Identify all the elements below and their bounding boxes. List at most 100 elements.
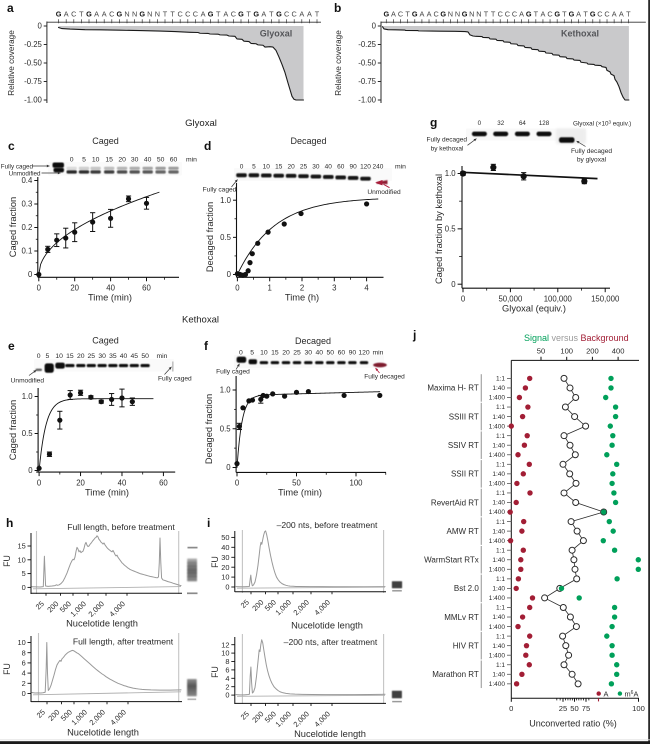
svg-text:-0.25: -0.25 xyxy=(24,40,42,49)
svg-text:4,000: 4,000 xyxy=(312,709,331,728)
svg-text:A: A xyxy=(64,10,69,19)
svg-text:1:1: 1:1 xyxy=(496,605,505,612)
svg-text:Relative coverage: Relative coverage xyxy=(7,30,16,96)
svg-text:1:400: 1:400 xyxy=(489,652,506,659)
svg-text:1:400: 1:400 xyxy=(489,509,506,516)
svg-text:1.0: 1.0 xyxy=(22,392,34,401)
svg-text:min: min xyxy=(395,163,406,170)
svg-text:b: b xyxy=(334,1,341,15)
svg-text:0: 0 xyxy=(70,157,74,164)
svg-text:-0.75: -0.75 xyxy=(24,77,42,86)
svg-text:20: 20 xyxy=(77,353,85,360)
svg-text:50: 50 xyxy=(537,347,545,356)
svg-text:N: N xyxy=(155,10,160,19)
svg-text:1.0: 1.0 xyxy=(445,169,457,178)
svg-text:Time (min): Time (min) xyxy=(278,488,322,498)
svg-text:T: T xyxy=(405,10,410,19)
svg-text:1:40: 1:40 xyxy=(492,385,505,392)
svg-text:15: 15 xyxy=(17,542,25,551)
svg-text:Decaged fraction: Decaged fraction xyxy=(205,202,215,272)
svg-text:Glyoxal (equiv.): Glyoxal (equiv.) xyxy=(502,304,566,314)
svg-text:-0.75: -0.75 xyxy=(358,77,376,86)
svg-text:Fully decaged: Fully decaged xyxy=(571,148,612,155)
svg-text:C: C xyxy=(505,10,510,19)
svg-text:1:40: 1:40 xyxy=(492,671,505,678)
svg-text:0.3: 0.3 xyxy=(21,200,32,209)
svg-text:10: 10 xyxy=(263,163,271,170)
svg-text:Decaged: Decaged xyxy=(295,336,331,346)
svg-text:10: 10 xyxy=(55,353,63,360)
svg-text:0: 0 xyxy=(372,22,377,31)
svg-text:G: G xyxy=(590,10,596,19)
svg-text:G: G xyxy=(253,10,259,19)
svg-text:60: 60 xyxy=(338,350,346,357)
svg-text:15: 15 xyxy=(105,157,113,164)
svg-text:Nucelotide length: Nucelotide length xyxy=(66,619,138,629)
svg-text:Relative coverage: Relative coverage xyxy=(334,30,343,96)
svg-text:5: 5 xyxy=(252,163,256,170)
svg-text:T: T xyxy=(163,10,168,19)
svg-text:G: G xyxy=(238,10,244,19)
svg-text:Time (min): Time (min) xyxy=(85,488,129,498)
svg-text:240: 240 xyxy=(372,163,383,170)
svg-text:0: 0 xyxy=(38,22,43,31)
svg-text:1:40: 1:40 xyxy=(492,528,505,535)
svg-text:0: 0 xyxy=(226,463,231,472)
svg-text:1:1: 1:1 xyxy=(496,462,505,469)
svg-text:C: C xyxy=(547,10,552,19)
svg-text:1,000: 1,000 xyxy=(69,708,88,727)
svg-text:1:400: 1:400 xyxy=(489,452,506,459)
svg-text:e: e xyxy=(8,339,15,353)
svg-text:G: G xyxy=(526,10,532,19)
svg-text:G: G xyxy=(440,10,446,19)
svg-text:5: 5 xyxy=(22,569,26,578)
svg-text:1,000: 1,000 xyxy=(273,709,292,728)
svg-text:20: 20 xyxy=(76,478,85,487)
svg-text:40: 40 xyxy=(316,350,324,357)
svg-text:1.0: 1.0 xyxy=(220,196,232,205)
svg-text:Bst 2.0: Bst 2.0 xyxy=(454,584,479,593)
svg-text:45: 45 xyxy=(131,353,139,360)
svg-text:128: 128 xyxy=(539,120,550,127)
svg-text:SSII RT: SSII RT xyxy=(451,470,479,479)
svg-text:150,000: 150,000 xyxy=(591,295,620,304)
svg-text:50: 50 xyxy=(141,353,149,360)
svg-text:c: c xyxy=(8,139,15,153)
svg-text:1:40: 1:40 xyxy=(492,414,505,421)
svg-text:N: N xyxy=(469,10,474,19)
svg-text:Full length, after treatment: Full length, after treatment xyxy=(73,637,174,647)
svg-text:Full length, before treatment: Full length, before treatment xyxy=(67,522,175,532)
svg-text:50: 50 xyxy=(157,157,165,164)
svg-text:A: A xyxy=(102,10,107,19)
svg-text:T: T xyxy=(534,10,539,19)
svg-text:G: G xyxy=(56,10,62,19)
svg-text:G: G xyxy=(139,10,145,19)
svg-text:32: 32 xyxy=(497,120,504,127)
svg-text:1,000: 1,000 xyxy=(68,599,87,618)
svg-text:0.1: 0.1 xyxy=(21,247,32,256)
svg-text:5: 5 xyxy=(250,350,254,357)
svg-text:0: 0 xyxy=(22,583,26,592)
svg-text:C: C xyxy=(604,10,609,19)
svg-text:0: 0 xyxy=(225,691,229,700)
svg-text:50,000: 50,000 xyxy=(498,295,523,304)
svg-text:Fully decaged: Fully decaged xyxy=(427,137,468,144)
svg-text:100: 100 xyxy=(349,479,363,488)
svg-text:1:1: 1:1 xyxy=(496,576,505,583)
svg-text:T: T xyxy=(246,10,251,19)
svg-text:AMW RT: AMW RT xyxy=(447,527,479,536)
svg-text:Maxima H- RT: Maxima H- RT xyxy=(427,384,479,393)
svg-text:1:400: 1:400 xyxy=(489,423,506,430)
svg-text:6: 6 xyxy=(22,659,26,668)
svg-text:WarmStart RTx: WarmStart RTx xyxy=(424,556,479,565)
svg-text:T: T xyxy=(626,10,631,19)
svg-text:15: 15 xyxy=(275,163,283,170)
svg-text:A: A xyxy=(427,10,432,19)
svg-text:1:1: 1:1 xyxy=(496,376,505,383)
svg-text:SSIII RT: SSIII RT xyxy=(449,412,479,421)
svg-text:0: 0 xyxy=(451,280,456,289)
svg-text:1:40: 1:40 xyxy=(492,442,505,449)
svg-text:Marathon RT: Marathon RT xyxy=(432,670,479,679)
svg-text:Decaged: Decaged xyxy=(290,136,326,146)
svg-text:G: G xyxy=(86,10,92,19)
